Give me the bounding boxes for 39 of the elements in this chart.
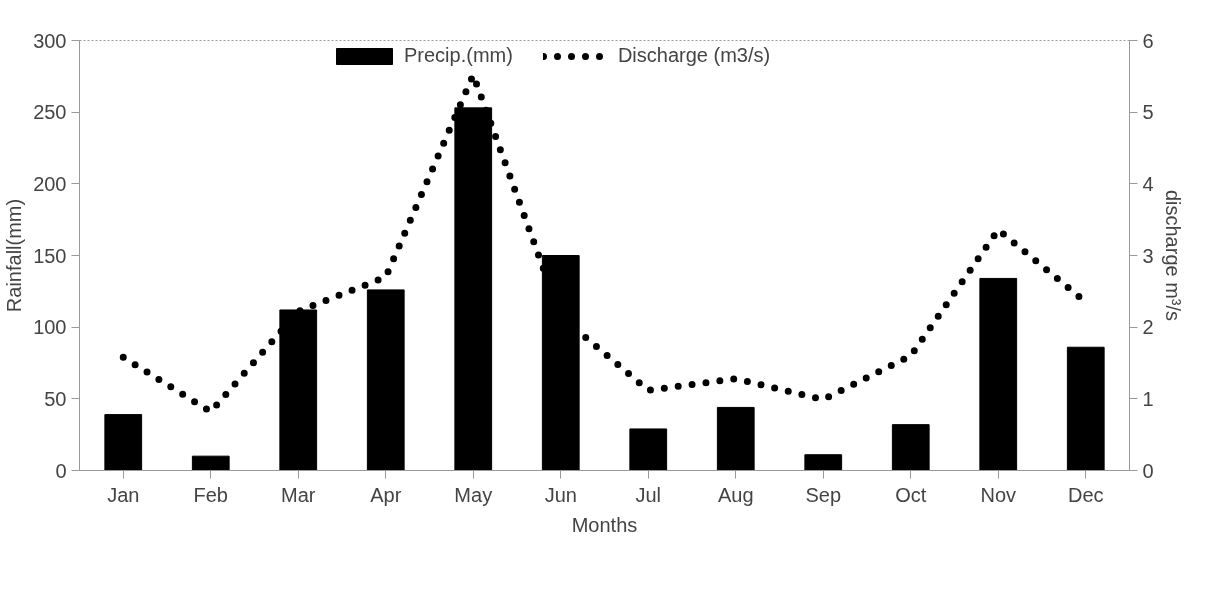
x-tick-label: Dec: [1067, 483, 1104, 506]
y-tick-label: 250: [33, 101, 67, 124]
bar: [104, 414, 143, 471]
y2-tick-label: 1: [1142, 387, 1154, 410]
bar: [979, 277, 1018, 471]
y-tick-label: 150: [33, 244, 67, 267]
x-tick-label: Sep: [805, 483, 842, 506]
x-axis-title: Months: [571, 513, 638, 536]
x-tick-label: Jan: [107, 483, 140, 506]
x-tick-label: Oct: [895, 483, 927, 506]
y-tick-label: 50: [44, 387, 67, 410]
bar: [1066, 346, 1105, 471]
bar: [191, 455, 230, 471]
y-tick-label: 0: [55, 459, 67, 482]
y-tick-label: 100: [33, 316, 67, 339]
y-tick-label: 200: [33, 172, 67, 195]
y2-tick-label: 6: [1142, 29, 1154, 52]
x-tick-label: Mar: [281, 483, 316, 506]
x-tick-label: Feb: [193, 483, 228, 506]
y2-tick-label: 0: [1142, 459, 1154, 482]
y2-tick-label: 2: [1142, 316, 1154, 339]
x-tick-label: Jul: [635, 483, 662, 506]
y-axis-title: Rainfall(mm): [3, 198, 26, 313]
y-tick-label: 300: [33, 29, 67, 52]
bar: [891, 424, 930, 471]
legend-label: Precip.(mm): [404, 44, 513, 67]
legend-label: Discharge (m3/s): [617, 44, 771, 67]
bar: [716, 406, 755, 471]
x-tick-label: Apr: [370, 483, 402, 506]
y2-tick-label: 3: [1142, 244, 1154, 267]
y2-axis-title: discharge m³/s: [1161, 189, 1184, 322]
x-tick-label: May: [454, 483, 493, 506]
x-tick-label: Nov: [980, 483, 1017, 506]
y2-tick-label: 5: [1142, 101, 1154, 124]
bar: [804, 454, 843, 471]
y2-tick-label: 4: [1142, 172, 1154, 195]
x-tick-label: Aug: [717, 483, 754, 506]
bar: [629, 428, 668, 471]
x-tick-label: Jun: [544, 483, 577, 506]
